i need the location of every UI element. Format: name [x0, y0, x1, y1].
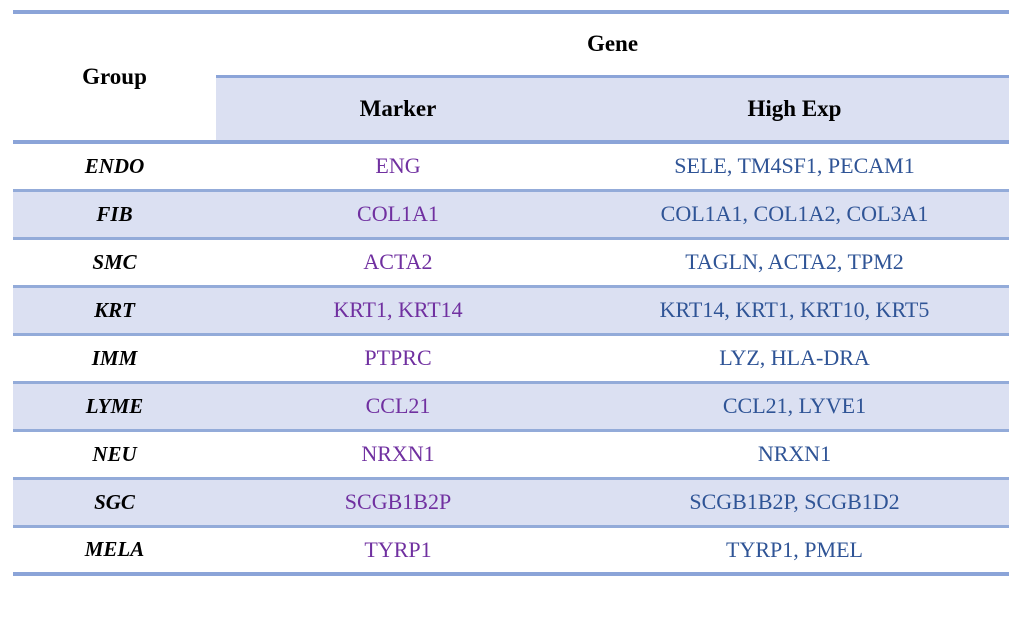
header-row-subcolumns: Marker High Exp [13, 76, 1010, 144]
table-row-endo: ENDO ENG SELE, TM4SF1, PECAM1 [13, 142, 1010, 192]
high-exp-cell: SCGB1B2P, SCGB1D2 [580, 478, 1010, 528]
table-row-fib: FIB COL1A1 COL1A1, COL1A2, COL3A1 [13, 190, 1010, 240]
table-row-mela: MELA TYRP1 TYRP1, PMEL [13, 526, 1009, 574]
high-exp-cell: SELE, TM4SF1, PECAM1 [580, 142, 1010, 192]
marker-cell: COL1A1 [216, 190, 580, 240]
high-exp-cell: LYZ, HLA-DRA [580, 334, 1010, 384]
group-cell: FIB [13, 190, 216, 240]
column-header-marker: Marker [216, 76, 580, 144]
marker-cell: CCL21 [216, 382, 580, 432]
group-cell: SGC [13, 478, 216, 528]
marker-cell: PTPRC [216, 334, 580, 384]
marker-cell: ACTA2 [216, 238, 580, 288]
marker-cell: SCGB1B2P [216, 478, 580, 528]
table-row-sgc: SGC SCGB1B2P SCGB1B2P, SCGB1D2 [13, 478, 1010, 528]
high-exp-cell: KRT14, KRT1, KRT10, KRT5 [580, 286, 1010, 336]
table-row-lyme: LYME CCL21 CCL21, LYVE1 [13, 382, 1010, 432]
high-exp-cell: CCL21, LYVE1 [580, 382, 1010, 432]
high-exp-cell: COL1A1, COL1A2, COL3A1 [580, 190, 1010, 240]
group-cell: KRT [13, 286, 216, 336]
column-header-high-exp: High Exp [580, 76, 1010, 144]
high-exp-cell: TAGLN, ACTA2, TPM2 [580, 238, 1010, 288]
marker-cell: TYRP1 [364, 536, 432, 562]
group-cell: ENDO [13, 142, 216, 192]
group-cell: LYME [13, 382, 216, 432]
table-row-imm: IMM PTPRC LYZ, HLA-DRA [13, 334, 1010, 384]
column-header-gene: Gene [216, 12, 1010, 78]
table-row-smc: SMC ACTA2 TAGLN, ACTA2, TPM2 [13, 238, 1010, 288]
table-row-krt: KRT KRT1, KRT14 KRT14, KRT1, KRT10, KRT5 [13, 286, 1010, 336]
group-cell: SMC [13, 238, 216, 288]
header-row-gene: Group Gene [13, 12, 1010, 144]
group-cell: MELA [84, 537, 145, 562]
table-body: ENDO ENG SELE, TM4SF1, PECAM1 FIB COL1A1… [13, 142, 1010, 574]
high-exp-cell: TYRP1, PMEL [726, 536, 863, 562]
column-header-group: Group [13, 12, 216, 144]
marker-cell: KRT1, KRT14 [216, 286, 580, 336]
gene-marker-table: Group Gene Marker High Exp ENDO ENG SELE… [13, 10, 1010, 576]
group-cell: NEU [13, 430, 216, 480]
table-header: Group Gene Marker High Exp [13, 12, 1010, 144]
table-row-neu: NEU NRXN1 NRXN1 [13, 430, 1010, 480]
group-cell: IMM [13, 334, 216, 384]
marker-cell: ENG [216, 142, 580, 192]
marker-cell: NRXN1 [216, 430, 580, 480]
high-exp-cell: NRXN1 [580, 430, 1010, 480]
